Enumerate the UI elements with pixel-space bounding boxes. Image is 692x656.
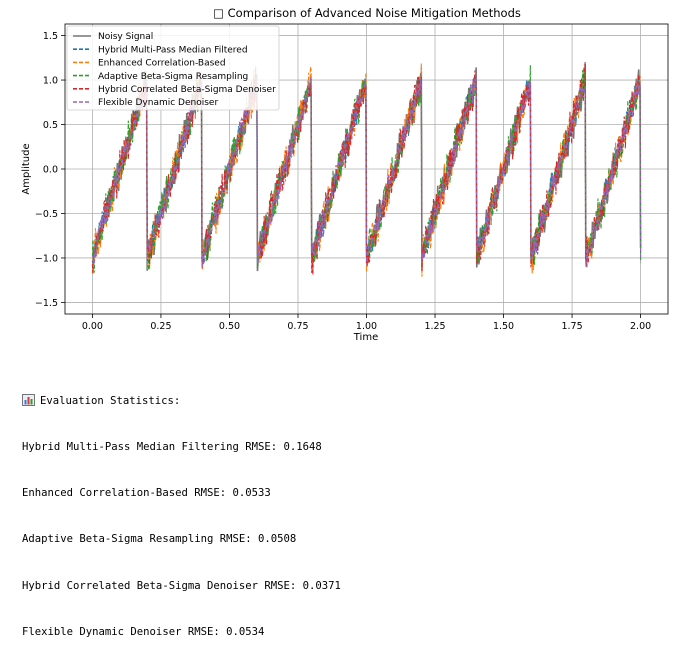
stat-rmse-hybrid-correlated: Hybrid Correlated Beta-Sigma Denoiser RM… xyxy=(22,579,341,592)
x-tick-label: 0.25 xyxy=(150,321,171,332)
x-tick-label: 1.00 xyxy=(356,321,377,332)
y-axis-label: Amplitude xyxy=(21,143,32,194)
legend-label: Hybrid Correlated Beta-Sigma Denoiser xyxy=(98,85,276,95)
y-tick-label: −1.5 xyxy=(35,298,58,309)
stat-rmse-adaptive-beta-sigma: Adaptive Beta-Sigma Resampling RMSE: 0.0… xyxy=(22,533,297,546)
y-tick-label: 0.5 xyxy=(43,120,58,131)
x-tick-label: 1.50 xyxy=(493,321,514,332)
y-tick-label: 0.0 xyxy=(43,165,58,176)
legend-label: Hybrid Multi-Pass Median Filtered xyxy=(98,45,248,55)
y-tick-label: −0.5 xyxy=(35,209,58,220)
noise-comparison-chart: □ Comparison of Advanced Noise Mitigatio… xyxy=(21,6,669,343)
y-tick-label: 1.0 xyxy=(43,76,58,87)
x-tick-label: 1.75 xyxy=(561,321,582,332)
x-axis: 0.00 0.25 0.50 0.75 1.00 1.25 1.50 1.75 2.00 xyxy=(82,314,651,332)
stat-rmse-flexible-dynamic: Flexible Dynamic Denoiser RMSE: 0.0534 xyxy=(22,625,265,638)
stats-heading: Evaluation Statistics: xyxy=(40,394,181,407)
chart-title: □ Comparison of Advanced Noise Mitigatio… xyxy=(213,6,521,20)
legend-label: Enhanced Correlation-Based xyxy=(98,59,226,69)
bar-chart-icon xyxy=(22,393,35,406)
stat-rmse-enhanced-correlation: Enhanced Correlation-Based RMSE: 0.0533 xyxy=(22,487,271,500)
x-axis-label: Time xyxy=(353,332,378,343)
x-tick-label: 0.75 xyxy=(287,321,308,332)
legend-label: Flexible Dynamic Denoiser xyxy=(98,98,218,108)
legend-label: Adaptive Beta-Sigma Resampling xyxy=(98,72,248,82)
legend: Noisy Signal Hybrid Multi-Pass Median Fil… xyxy=(66,25,280,111)
series-layer xyxy=(91,62,642,277)
series-line-5 xyxy=(91,74,642,269)
x-tick-label: 0.50 xyxy=(219,321,240,332)
series-line-1 xyxy=(91,67,642,266)
x-tick-label: 0.00 xyxy=(82,321,103,332)
legend-box xyxy=(66,25,280,111)
stats-heading-row: Evaluation Statistics: xyxy=(22,393,341,409)
y-axis: −1.5 −1.0 −0.5 0.0 0.5 1.0 1.5 xyxy=(35,31,65,309)
y-tick-label: −1.0 xyxy=(35,253,58,264)
legend-label: Noisy Signal xyxy=(98,32,153,42)
x-tick-label: 2.00 xyxy=(630,321,651,332)
x-tick-label: 1.25 xyxy=(424,321,445,332)
stat-rmse-hybrid-median: Hybrid Multi-Pass Median Filtering RMSE:… xyxy=(22,441,322,454)
y-tick-label: 1.5 xyxy=(43,31,58,42)
evaluation-statistics: Evaluation Statistics: Hybrid Multi-Pass… xyxy=(22,363,341,656)
